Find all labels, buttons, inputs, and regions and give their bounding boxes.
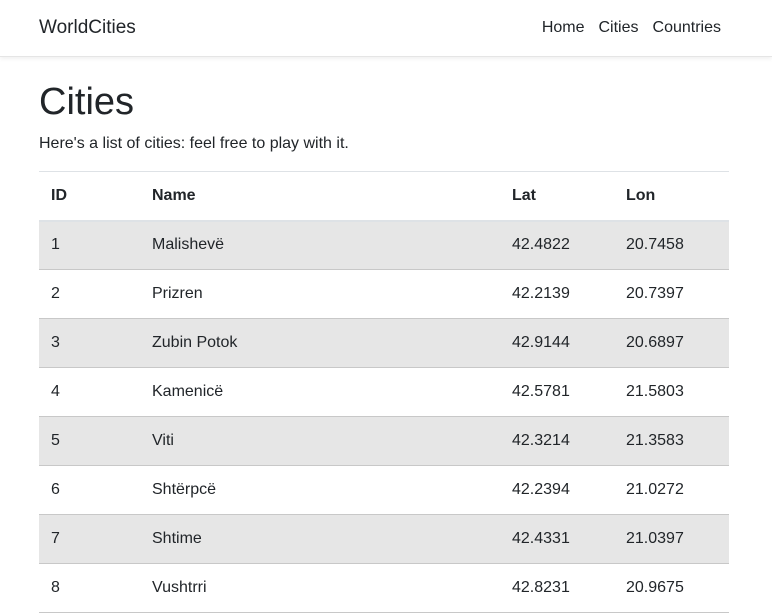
cell-lat: 42.2139 (512, 285, 570, 302)
nav-link-countries[interactable]: Countries (652, 19, 721, 36)
table-header: ID Name Lat Lon (39, 171, 729, 221)
cell-id: 6 (51, 481, 60, 498)
cell-id: 1 (51, 236, 60, 254)
column-header-name[interactable]: Name (152, 186, 196, 204)
cell-name: Shtërpcë (152, 481, 217, 498)
cell-id: 2 (51, 285, 60, 302)
table-row[interactable]: 6 Shtërpcë 42.2394 21.0272 (39, 466, 729, 515)
cell-lon: 21.5803 (626, 383, 684, 400)
cell-id: 4 (51, 383, 60, 400)
table-row[interactable]: 2 Prizren 42.2139 20.7397 (39, 270, 729, 319)
table-row[interactable]: 1 Malishevë 42.4822 20.7458 (39, 220, 729, 270)
cell-lon: 20.9675 (626, 579, 684, 596)
cell-lat: 42.5781 (512, 383, 570, 400)
cell-lon: 21.0397 (626, 530, 684, 547)
nav-links: Home Cities Countries (542, 19, 721, 37)
cell-lat: 42.4822 (512, 236, 570, 254)
cell-lon: 20.6897 (626, 334, 684, 351)
cell-name: Kamenicë (152, 383, 224, 400)
main-content: Cities Here's a list of cities: feel fre… (39, 58, 729, 613)
table-row[interactable]: 7 Shtime 42.4331 21.0397 (39, 514, 729, 564)
table-body: 1 Malishevë 42.4822 20.7458 2 Prizren 42.2139 2… (39, 220, 729, 613)
table-row[interactable]: 4 Kamenicë 42.5781 21.5803 (39, 368, 729, 417)
cell-lat: 42.2394 (512, 481, 570, 498)
column-header-lon[interactable]: Lon (626, 186, 656, 204)
table-row[interactable]: 3 Zubin Potok 42.9144 20.6897 (39, 318, 729, 368)
cell-lon: 21.0272 (626, 481, 684, 498)
cell-name: Shtime (152, 530, 202, 547)
page-title: Cities (39, 81, 135, 123)
table-row[interactable]: 8 Vushtrri 42.8231 20.9675 (39, 564, 729, 613)
nav-link-cities[interactable]: Cities (598, 19, 639, 36)
cell-name: Zubin Potok (152, 334, 238, 351)
cell-name: Malishevë (152, 236, 225, 254)
cell-lat: 42.9144 (512, 334, 570, 351)
cell-id: 5 (51, 432, 60, 449)
table-row[interactable]: 5 Viti 42.3214 21.3583 (39, 416, 729, 466)
cell-name: Prizren (152, 285, 203, 302)
cell-id: 8 (51, 579, 60, 596)
table-header-row: ID Name Lat Lon (39, 171, 729, 221)
brand-link[interactable]: WorldCities (39, 17, 136, 38)
cell-name: Vushtrri (152, 579, 207, 596)
cell-lat: 42.4331 (512, 530, 570, 547)
cell-lon: 20.7458 (626, 236, 684, 254)
page-description: Here's a list of cities: feel free to pl… (39, 135, 349, 152)
column-header-lat[interactable]: Lat (512, 186, 536, 204)
cell-id: 3 (51, 334, 60, 351)
navbar: WorldCities Home Cities Countries (0, 0, 772, 57)
nav-link-home[interactable]: Home (541, 19, 585, 36)
cities-table: ID Name Lat Lon 1 Malishevë 42.4822 20.7458… (39, 171, 729, 613)
cell-id: 7 (51, 530, 60, 547)
cell-lat: 42.3214 (512, 432, 570, 449)
cell-name: Viti (152, 432, 174, 449)
column-header-id[interactable]: ID (51, 186, 67, 204)
cell-lon: 20.7397 (626, 285, 684, 302)
cell-lat: 42.8231 (512, 579, 570, 596)
cell-lon: 21.3583 (626, 432, 684, 449)
